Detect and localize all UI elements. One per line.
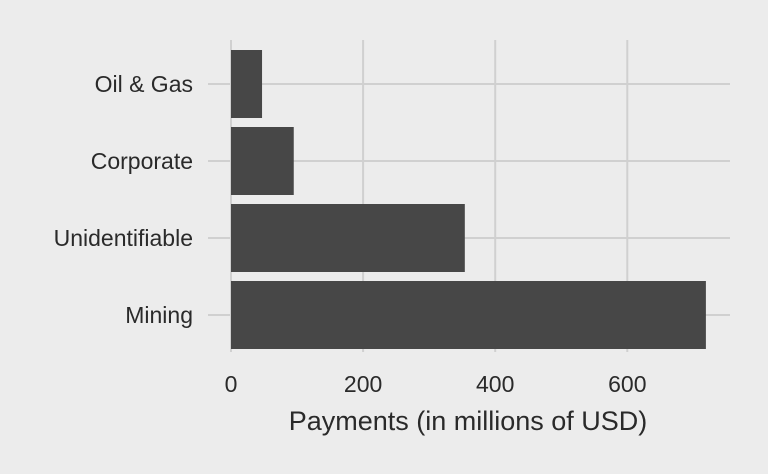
x-tick-label: 600 <box>608 371 646 397</box>
x-tick-label: 400 <box>476 371 514 397</box>
bar <box>231 127 294 195</box>
y-tick-label: Oil & Gas <box>95 71 193 97</box>
y-tick-label: Unidentifiable <box>54 225 193 251</box>
y-tick-layer: Oil & Gas Corporate Unidentifiable Mining <box>54 71 193 328</box>
x-axis-label: Payments (in millions of USD) <box>289 406 648 436</box>
x-tick-layer: 0 200 400 600 <box>225 371 647 397</box>
x-tick-label: 200 <box>344 371 382 397</box>
bar <box>231 50 263 118</box>
x-tick-label: 0 <box>225 371 238 397</box>
bar <box>231 204 465 272</box>
bar-layer <box>231 50 706 349</box>
y-tick-label: Mining <box>125 302 193 328</box>
y-tick-label: Corporate <box>91 148 193 174</box>
bar <box>231 281 706 349</box>
